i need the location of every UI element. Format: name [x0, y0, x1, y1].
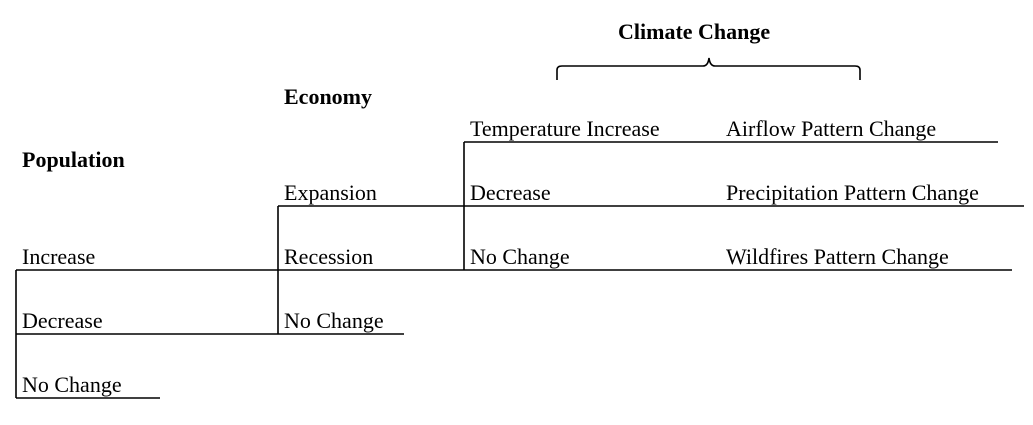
- economy-expansion: Expansion: [284, 180, 377, 205]
- climate-change-heading: Climate Change: [618, 19, 771, 44]
- economy-recession: Recession: [284, 244, 374, 269]
- population-no-change: No Change: [22, 372, 122, 397]
- climate-airflow-pattern-change: Airflow Pattern Change: [726, 116, 937, 141]
- economy-no-change: No Change: [284, 308, 384, 333]
- climate-no-change: No Change: [470, 244, 570, 269]
- climate-decrease: Decrease: [470, 180, 551, 205]
- population-decrease: Decrease: [22, 308, 103, 333]
- population-increase: Increase: [22, 244, 96, 269]
- climate-precipitation-pattern-change: Precipitation Pattern Change: [726, 180, 979, 205]
- economy-heading: Economy: [284, 84, 372, 109]
- climate-brace: [556, 57, 861, 80]
- population-heading: Population: [22, 147, 125, 172]
- climate-temperature-increase: Temperature Increase: [470, 116, 660, 141]
- climate-wildfires-pattern-change: Wildfires Pattern Change: [726, 244, 949, 269]
